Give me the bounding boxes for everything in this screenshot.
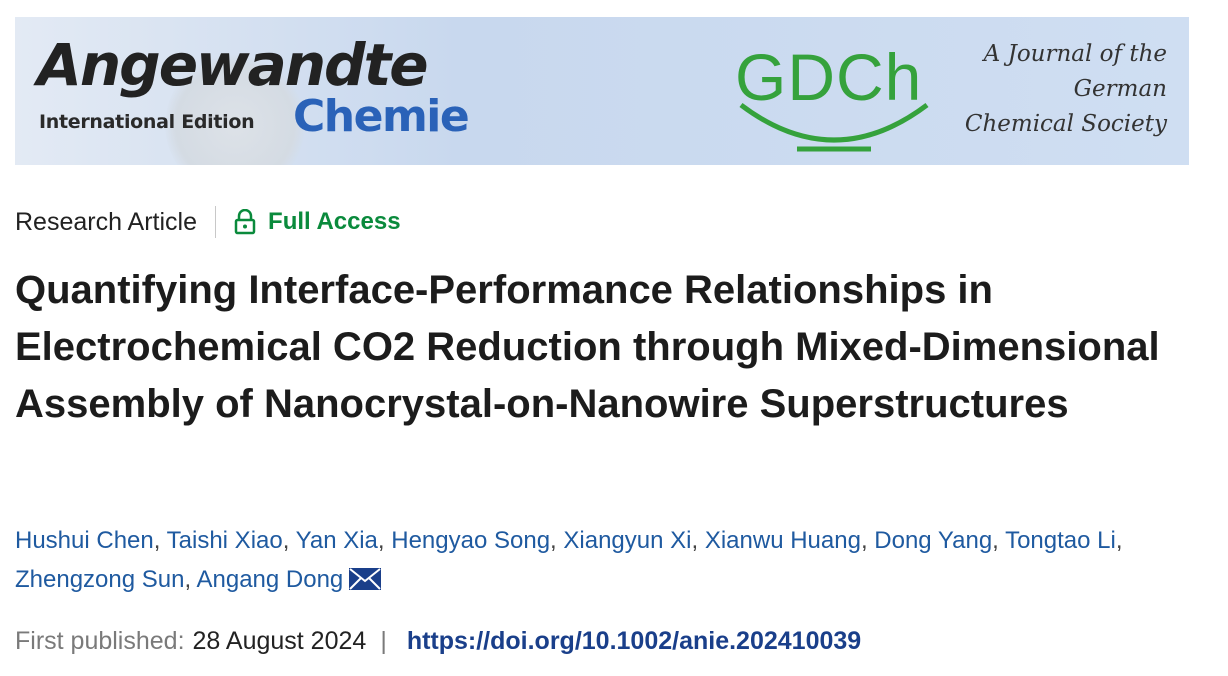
author-link[interactable]: Zhengzong Sun (15, 566, 185, 593)
journal-logo-edition: International Edition (39, 111, 255, 133)
publication-info: First published: 28 August 2024 | https:… (15, 627, 861, 656)
society-line-3: Chemical Society (964, 111, 1167, 137)
society-line-1: A Journal of the (983, 41, 1167, 67)
author-link[interactable]: Hengyao Song (391, 527, 551, 554)
access-label: Full Access (268, 208, 401, 235)
published-date: 28 August 2024 (192, 627, 367, 655)
article-meta: Research Article Full Access (15, 206, 401, 238)
journal-banner[interactable]: Angewandte International Edition Chemie … (15, 17, 1189, 165)
author-link[interactable]: Yan Xia (295, 527, 378, 554)
society-logo: GDCh (735, 39, 930, 154)
journal-logo-name: Angewandte (37, 31, 429, 99)
published-label: First published: (15, 627, 185, 655)
author-link[interactable]: Tongtao Li (1005, 527, 1116, 554)
author-link[interactable]: Hushui Chen (15, 527, 154, 554)
article-type: Research Article (15, 207, 198, 236)
publication-separator: | (380, 627, 387, 655)
society-logo-text: GDCh (735, 40, 923, 114)
society-tagline: A Journal of the German Chemical Society (965, 37, 1167, 142)
author-link[interactable]: Angang Dong (196, 566, 344, 593)
access-badge: Full Access (234, 208, 401, 236)
author-link[interactable]: Dong Yang (874, 527, 993, 554)
author-link[interactable]: Xiangyun Xi (563, 527, 692, 554)
journal-logo-chemie: Chemie (293, 91, 470, 142)
society-line-2: German (1073, 76, 1167, 102)
author-link[interactable]: Xianwu Huang (704, 527, 861, 554)
author-list: Hushui Chen, Taishi Xiao, Yan Xia, Hengy… (15, 527, 1123, 593)
article-title: Quantifying Interface-Performance Relati… (15, 268, 1160, 426)
society-logo-bowl-icon (739, 103, 929, 152)
meta-divider (215, 206, 217, 238)
doi-link[interactable]: https://doi.org/10.1002/anie.202410039 (406, 627, 862, 655)
author-link[interactable]: Taishi Xiao (166, 527, 283, 554)
mail-icon[interactable] (349, 568, 382, 590)
banner-decoration (165, 55, 305, 165)
lock-icon (234, 209, 256, 235)
